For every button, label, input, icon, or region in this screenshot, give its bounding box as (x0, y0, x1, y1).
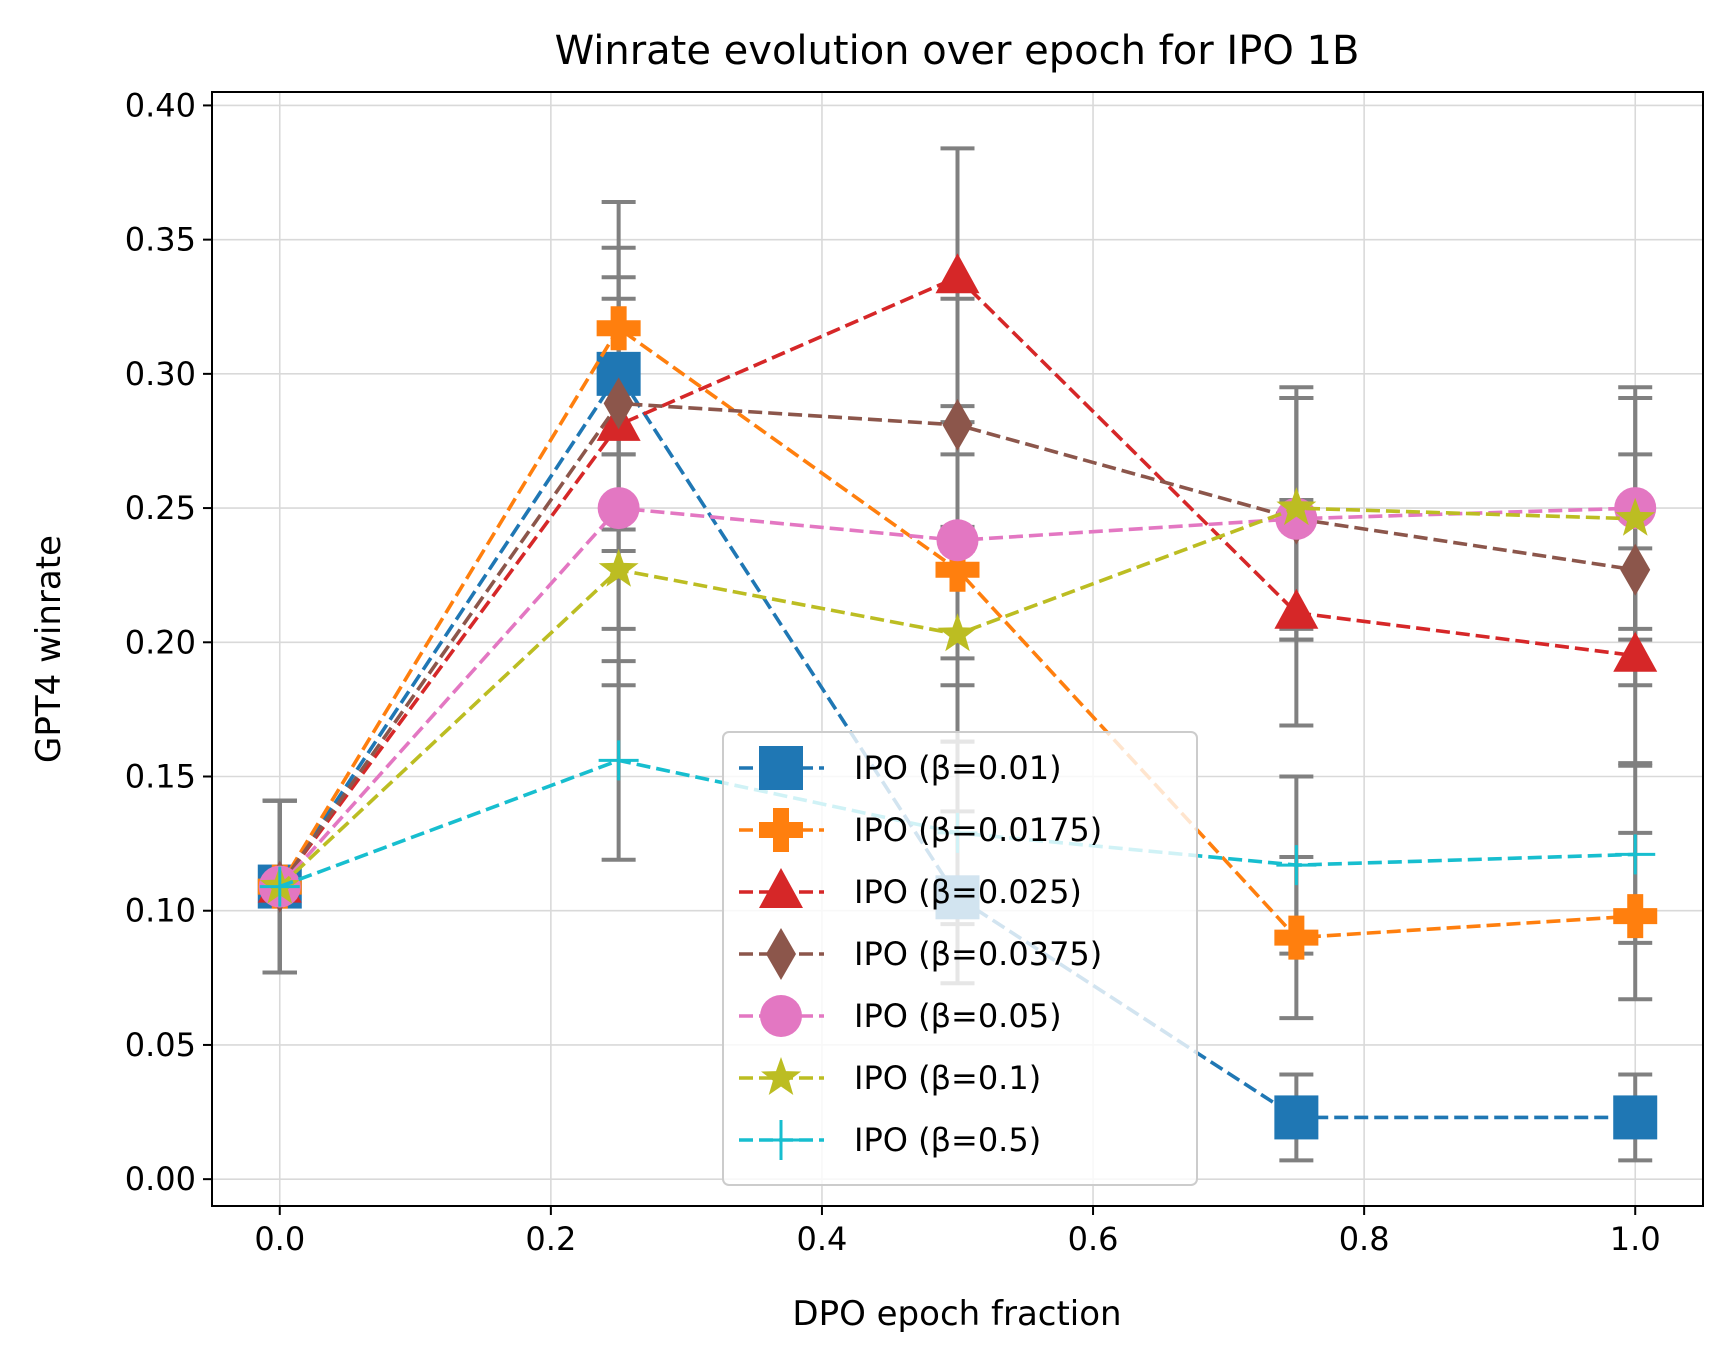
y-tick-label: 0.35 (125, 221, 196, 259)
data-point-2 (935, 253, 980, 294)
legend-marker (760, 995, 802, 1037)
data-point-6 (1615, 834, 1656, 875)
y-tick-label: 0.25 (125, 489, 196, 527)
legend-marker (759, 808, 803, 852)
data-point-4 (936, 519, 979, 562)
data-point-5 (1615, 497, 1656, 536)
data-point-0 (1274, 1095, 1319, 1140)
legend-marker (759, 746, 803, 790)
y-tick-label: 0.30 (125, 355, 196, 393)
plot-frame (211, 91, 1704, 1207)
data-point-2 (1613, 631, 1658, 672)
series-layer (257, 253, 1658, 1140)
legend-box (722, 731, 1198, 1186)
data-point-0 (1613, 1095, 1658, 1140)
y-tick-label: 0.00 (125, 1160, 196, 1198)
y-tick-label: 0.15 (125, 758, 196, 796)
legend-label: IPO (β=0.0175) (854, 811, 1102, 849)
data-point-1 (596, 306, 641, 351)
y-tick-label: 0.05 (125, 1026, 196, 1064)
x-tick-label: 0.0 (254, 1220, 305, 1258)
data-point-1 (935, 547, 980, 592)
legend-marker (761, 1057, 801, 1095)
data-point-3 (1620, 543, 1651, 596)
legend: IPO (β=0.01) IPO (β=0.0175) IPO (β=0.025) I… (722, 731, 1198, 1186)
series-line-0 (278, 370, 1636, 1120)
legend-label: IPO (β=0.0375) (854, 935, 1102, 973)
y-tick-label: 0.20 (125, 623, 196, 661)
data-point-6 (598, 740, 639, 781)
y-tick-label: 0.10 (125, 892, 196, 930)
y-tick-label: 0.40 (125, 86, 196, 124)
data-point-3 (942, 398, 973, 451)
data-point-1 (1613, 894, 1658, 939)
legend-label: IPO (β=0.5) (854, 1121, 1041, 1159)
data-point-5 (1276, 487, 1317, 526)
x-axis-title: DPO epoch fraction (792, 1294, 1121, 1334)
data-point-2 (1274, 588, 1319, 629)
legend-marker (761, 1120, 801, 1160)
legend-label: IPO (β=0.025) (854, 873, 1082, 911)
tick-layer: 0.0 0.2 0.4 0.6 0.8 1.0 0.00 0.05 0.10 0.15 0.20 0.… (125, 86, 1661, 1258)
legend-marker (766, 928, 796, 980)
x-tick-label: 1.0 (1610, 1220, 1661, 1258)
x-tick-label: 0.4 (797, 1220, 848, 1258)
legend-label: IPO (β=0.1) (854, 1059, 1041, 1097)
data-point-5 (937, 613, 978, 652)
data-point-6 (259, 866, 300, 907)
data-point-6 (1276, 845, 1317, 886)
legend-label: IPO (β=0.01) (854, 749, 1062, 787)
data-point-4 (597, 487, 640, 530)
data-point-1 (1274, 915, 1319, 960)
legend-marker (759, 868, 803, 908)
y-axis-title: GPT4 winrate (29, 535, 69, 763)
data-point-3 (603, 377, 634, 430)
x-tick-label: 0.2 (525, 1220, 576, 1258)
x-tick-label: 0.6 (1068, 1220, 1119, 1258)
x-tick-label: 0.8 (1339, 1220, 1390, 1258)
data-point-5 (598, 548, 639, 587)
legend-label: IPO (β=0.05) (854, 997, 1062, 1035)
chart-title: Winrate evolution over epoch for IPO 1B (555, 28, 1360, 74)
